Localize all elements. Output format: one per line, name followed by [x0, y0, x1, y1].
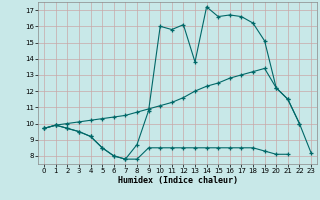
X-axis label: Humidex (Indice chaleur): Humidex (Indice chaleur) — [118, 176, 238, 185]
